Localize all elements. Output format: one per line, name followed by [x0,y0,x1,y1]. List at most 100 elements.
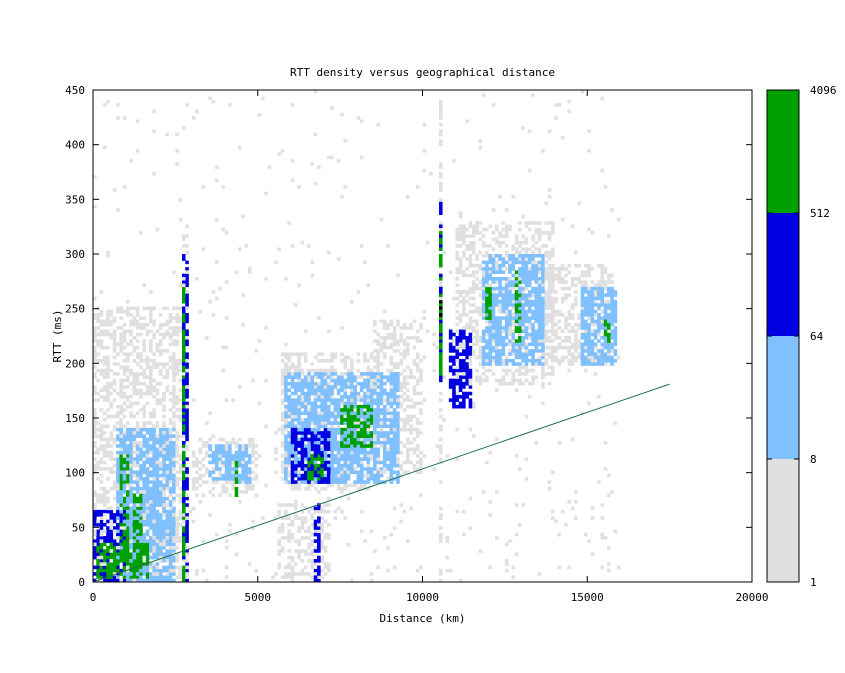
heatmap-cell [93,345,97,350]
heatmap-cell [438,349,443,353]
heatmap-cell [415,460,420,465]
heatmap-cell [93,339,97,343]
heatmap-cell [132,555,137,560]
heatmap-cell [116,463,120,468]
heatmap-cell [181,309,186,314]
heatmap-cell [379,427,384,432]
heatmap-cell [172,411,176,416]
heatmap-cell [290,473,295,478]
heatmap-cell [211,470,216,475]
heatmap-cell [389,336,394,340]
heatmap-cell [165,536,170,540]
heatmap-cell [175,365,179,370]
heatmap-cell [465,381,469,386]
heatmap-cell [422,355,427,360]
heatmap-cell [350,375,354,379]
heatmap-cell [317,381,321,386]
heatmap-cell [389,532,394,537]
heatmap-cell [155,562,160,566]
heatmap-cell [129,555,133,560]
heatmap-cell [369,434,374,438]
heatmap-cell [475,309,479,314]
heatmap-cell [122,450,127,455]
heatmap-cell [346,375,351,379]
heatmap-cell [277,529,282,534]
heatmap-cell [158,572,163,576]
heatmap-cell [294,483,298,488]
heatmap-cell [567,565,572,570]
heatmap-cell [132,440,137,445]
heatmap-cell [518,316,522,320]
heatmap-cell [333,460,338,465]
heatmap-cell [181,506,186,511]
heatmap-cell [109,385,114,389]
heatmap-cell [448,378,453,383]
heatmap-cell [168,542,173,547]
heatmap-cell [96,532,100,537]
heatmap-cell [518,280,522,284]
heatmap-cell [149,345,153,350]
heatmap-cell [294,506,298,511]
heatmap-cell [122,490,127,494]
heatmap-cell [514,260,519,265]
heatmap-cell [465,368,469,373]
heatmap-cell [419,493,423,498]
heatmap-cell [607,562,611,566]
heatmap-cell [491,303,496,307]
heatmap-cell [244,486,249,491]
heatmap-cell [277,509,282,514]
heatmap-cell [310,532,315,537]
heatmap-cell [99,568,104,573]
heatmap-cell [392,421,397,425]
heatmap-cell [96,522,100,527]
heatmap-cell [307,552,311,557]
heatmap-cell [415,470,420,475]
heatmap-cell [122,542,127,547]
heatmap-cell [116,513,120,517]
heatmap-cell [297,398,301,402]
heatmap-cell [320,542,324,547]
heatmap-cell [491,329,496,334]
heatmap-cell [386,244,390,248]
heatmap-cell [129,381,133,386]
heatmap-cell [435,444,440,448]
heatmap-cell [402,427,407,432]
heatmap-cell [369,529,374,534]
heatmap-cell [396,440,400,445]
heatmap-cell [109,513,114,517]
heatmap-cell [158,549,163,553]
heatmap-cell [336,414,341,419]
heatmap-cell [379,440,384,445]
heatmap-cell [511,319,516,324]
heatmap-cell [462,385,466,389]
heatmap-cell [132,444,137,448]
heatmap-cell [359,447,364,452]
heatmap-cell [524,477,529,481]
heatmap-cell [386,477,390,481]
heatmap-cell [224,463,229,468]
heatmap-cell [580,90,585,94]
heatmap-cell [142,434,147,438]
heatmap-cell [109,536,114,540]
heatmap-cell [551,352,555,356]
heatmap-cell [498,306,502,311]
heatmap-cell [534,440,539,445]
heatmap-cell [340,457,344,461]
heatmap-cell [135,496,140,501]
heatmap-cell [494,263,499,268]
heatmap-cell [359,529,364,534]
heatmap-cell [518,254,522,258]
heatmap-cell [165,329,170,334]
heatmap-cell [175,480,179,484]
heatmap-cell [224,444,229,448]
heatmap-cell [155,434,160,438]
heatmap-cell [112,513,117,517]
heatmap-cell [511,306,516,311]
heatmap-cell [284,414,288,419]
heatmap-cell [326,454,331,458]
heatmap-cell [379,319,384,324]
heatmap-cell [475,286,479,291]
heatmap-cell [468,221,473,225]
heatmap-cell [211,493,216,498]
heatmap-cell [518,273,522,278]
